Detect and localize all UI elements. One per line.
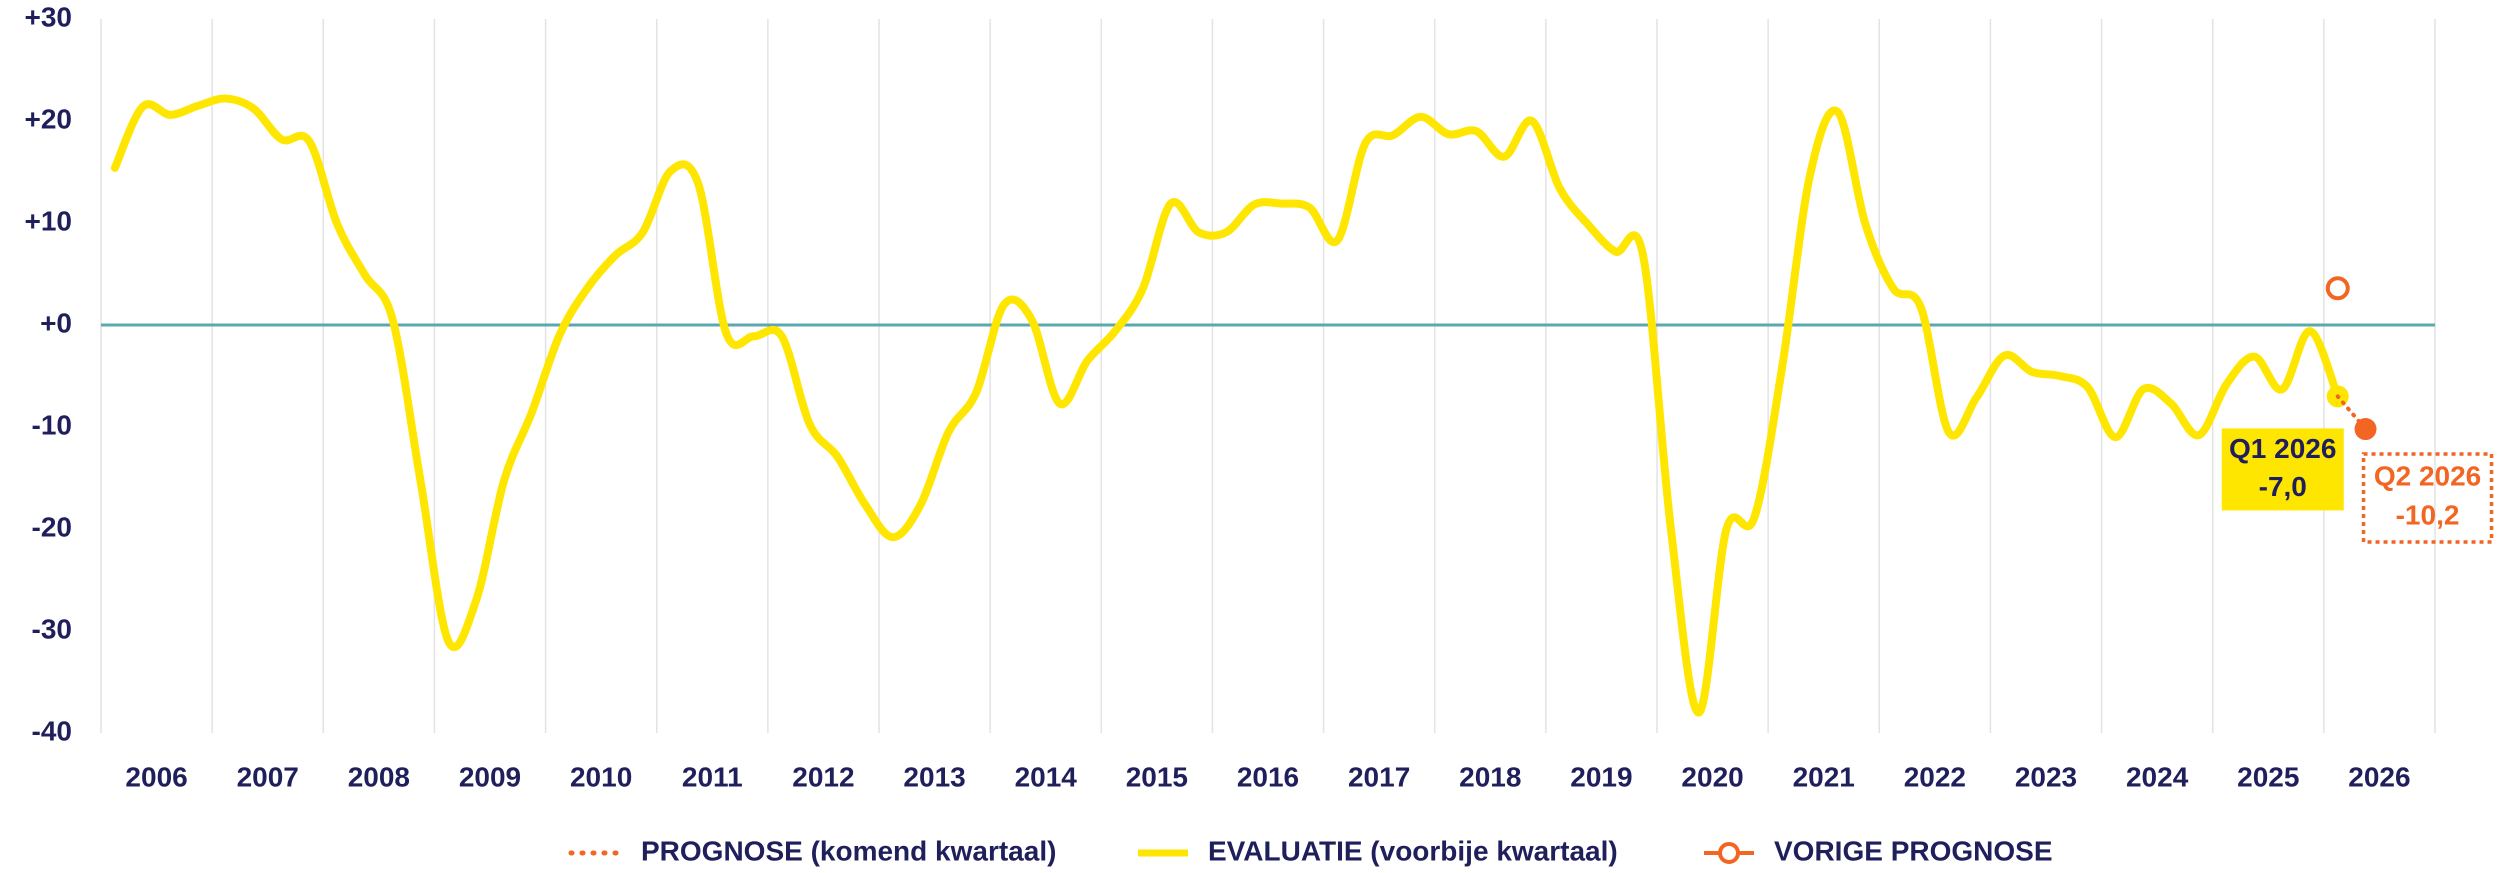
x-tick-label: 2024: [2126, 761, 2189, 792]
x-tick-label: 2023: [2015, 761, 2077, 792]
x-tick-label: 2013: [903, 761, 965, 792]
legend-item: VORIGE PROGNOSE: [1704, 835, 2053, 866]
annotation-box: [2221, 428, 2344, 511]
series-line: [110, 94, 2342, 717]
legend-label: VORIGE PROGNOSE: [1774, 835, 2053, 866]
legend-item: PROGNOSE (komend kwartaal): [568, 835, 1056, 866]
series-marker: [2354, 418, 2377, 441]
legend-swatch: [1718, 842, 1740, 864]
annotation-label: -10,2: [2396, 499, 2460, 530]
x-tick-label: 2007: [237, 761, 299, 792]
annotation-label: -7,0: [2259, 471, 2307, 502]
x-tick-label: 2025: [2237, 761, 2299, 792]
x-tick-label: 2012: [792, 761, 854, 792]
legend-label: EVALUATIE (voorbije kwartaal): [1208, 835, 1618, 866]
x-tick-label: 2017: [1348, 761, 1410, 792]
y-tick-label: +30: [25, 1, 73, 32]
y-tick-label: -40: [32, 715, 72, 746]
x-tick-label: 2020: [1681, 761, 1743, 792]
y-tick-label: -30: [32, 613, 72, 644]
annotation-period: Q2 2026: [2374, 460, 2481, 491]
annotation-box: [2361, 452, 2494, 544]
legend-item: EVALUATIE (voorbije kwartaal): [1138, 835, 1618, 866]
x-tick-label: 2021: [1793, 761, 1855, 792]
y-tick-label: -10: [32, 409, 72, 440]
legend-label: PROGNOSE (komend kwartaal): [641, 835, 1056, 866]
y-tick-label: +20: [25, 103, 73, 134]
y-tick-label: +0: [40, 307, 72, 338]
y-tick-label: +10: [25, 205, 73, 236]
x-tick-label: 2008: [348, 761, 410, 792]
y-tick-label: -20: [32, 511, 72, 542]
x-tick-label: 2015: [1126, 761, 1188, 792]
x-tick-label: 2010: [570, 761, 632, 792]
x-tick-label: 2026: [2348, 761, 2410, 792]
x-tick-label: 2014: [1015, 761, 1078, 792]
x-tick-label: 2016: [1237, 761, 1299, 792]
x-tick-label: 2019: [1570, 761, 1632, 792]
x-tick-label: 2011: [682, 761, 743, 792]
x-tick-label: 2006: [125, 761, 187, 792]
series-marker: [2325, 276, 2350, 301]
annotation-period: Q1 2026: [2229, 433, 2336, 464]
x-tick-label: 2022: [1904, 761, 1966, 792]
x-tick-label: 2018: [1459, 761, 1521, 792]
x-tick-label: 2009: [459, 761, 521, 792]
